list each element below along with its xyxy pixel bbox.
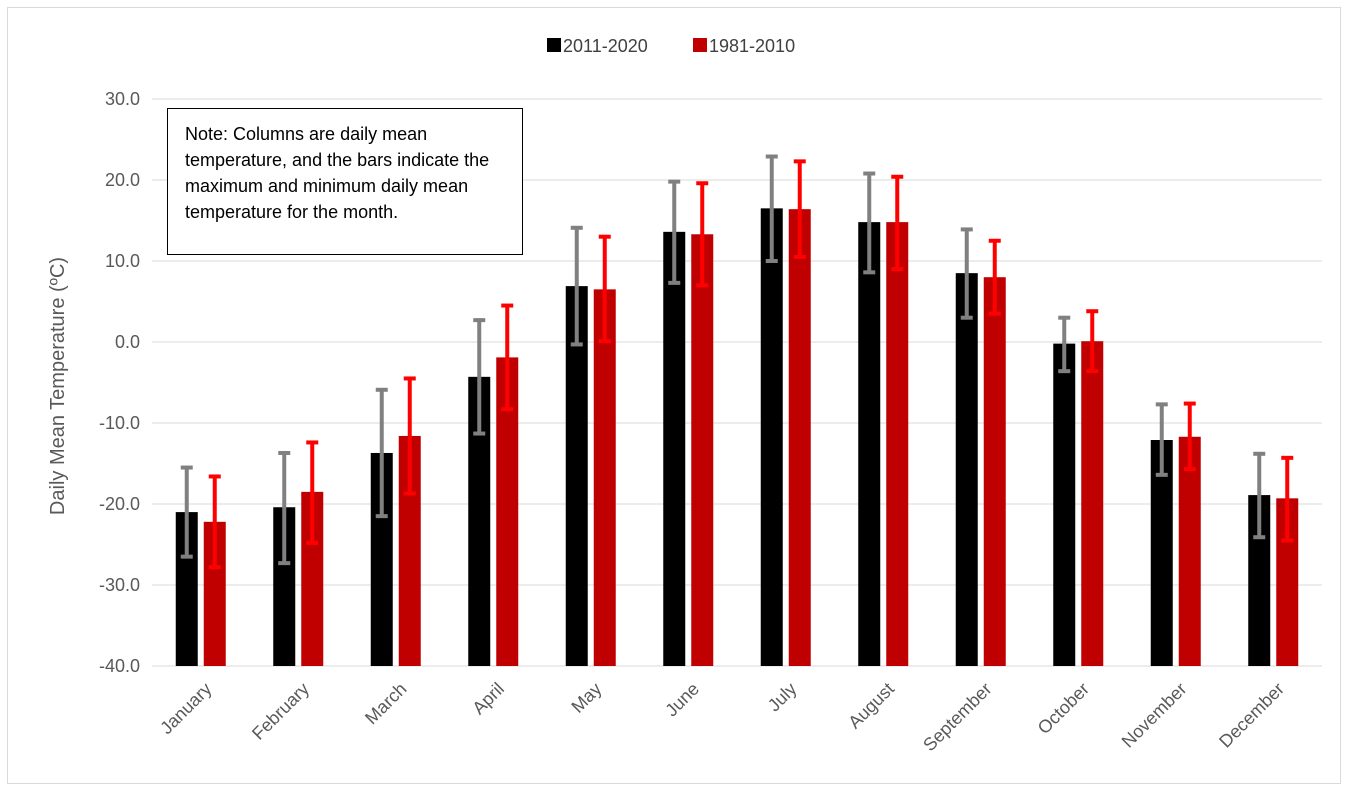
x-tick-label: March (361, 679, 411, 729)
x-tick-label: January (156, 679, 215, 738)
x-tick-label: February (248, 679, 313, 744)
legend-swatch-2011-2020 (547, 38, 561, 52)
x-tick-label: November (1118, 679, 1191, 752)
x-tick-label: April (468, 679, 508, 719)
legend-swatch-1981-2010 (693, 38, 707, 52)
y-tick-label: 10.0 (105, 251, 140, 271)
bar-2011-2020 (175, 512, 198, 666)
bar-1981-2010 (788, 209, 811, 666)
y-tick-label: -30.0 (99, 575, 140, 595)
x-tick-label: August (844, 679, 898, 733)
bar-1981-2010 (886, 222, 909, 666)
bar-2011-2020 (1150, 440, 1173, 666)
bar-1981-2010 (1081, 341, 1104, 666)
bar-2011-2020 (760, 208, 783, 666)
x-tick-label: September (919, 679, 995, 755)
bar-2011-2020 (858, 222, 881, 666)
bar-1981-2010 (203, 521, 226, 666)
bar-2011-2020 (273, 507, 296, 666)
note-annotation: Note: Columns are daily mean temperature… (167, 108, 523, 255)
x-tick-label: December (1215, 679, 1288, 752)
y-tick-label: 30.0 (105, 89, 140, 109)
x-tick-label: May (567, 679, 605, 717)
bars (175, 208, 1299, 666)
bar-1981-2010 (301, 491, 324, 666)
x-axis-ticks: January February March April May June July Augu… (156, 679, 1288, 755)
bar-2011-2020 (955, 273, 978, 666)
error-bars (180, 154, 1294, 570)
x-tick-label: July (764, 679, 801, 716)
y-tick-label: -10.0 (99, 413, 140, 433)
y-axis-ticks: -40.0 -30.0 -20.0 -10.0 0.0 10.0 20.0 30.0 (99, 89, 140, 676)
y-tick-label: 0.0 (115, 332, 140, 352)
bar-1981-2010 (691, 234, 714, 666)
y-tick-label: 20.0 (105, 170, 140, 190)
bar-2011-2020 (663, 231, 686, 666)
bar-2011-2020 (565, 286, 588, 666)
legend: 2011-2020 1981-2010 (547, 36, 795, 56)
bar-1981-2010 (593, 289, 616, 666)
x-tick-label: October (1034, 679, 1093, 738)
bar-1981-2010 (983, 277, 1006, 666)
bar-2011-2020 (370, 452, 393, 666)
bar-2011-2020 (468, 376, 491, 666)
bar-2011-2020 (1053, 343, 1076, 666)
legend-label-2011-2020: 2011-2020 (563, 36, 648, 56)
y-tick-label: -20.0 (99, 494, 140, 514)
bar-1981-2010 (1178, 436, 1201, 666)
x-tick-label: June (661, 679, 703, 721)
y-tick-label: -40.0 (99, 656, 140, 676)
gridlines (152, 98, 1322, 667)
bar-1981-2010 (496, 357, 519, 666)
legend-label-1981-2010: 1981-2010 (709, 36, 795, 56)
y-axis-label: Daily Mean Temperature (ºC) (47, 257, 69, 515)
